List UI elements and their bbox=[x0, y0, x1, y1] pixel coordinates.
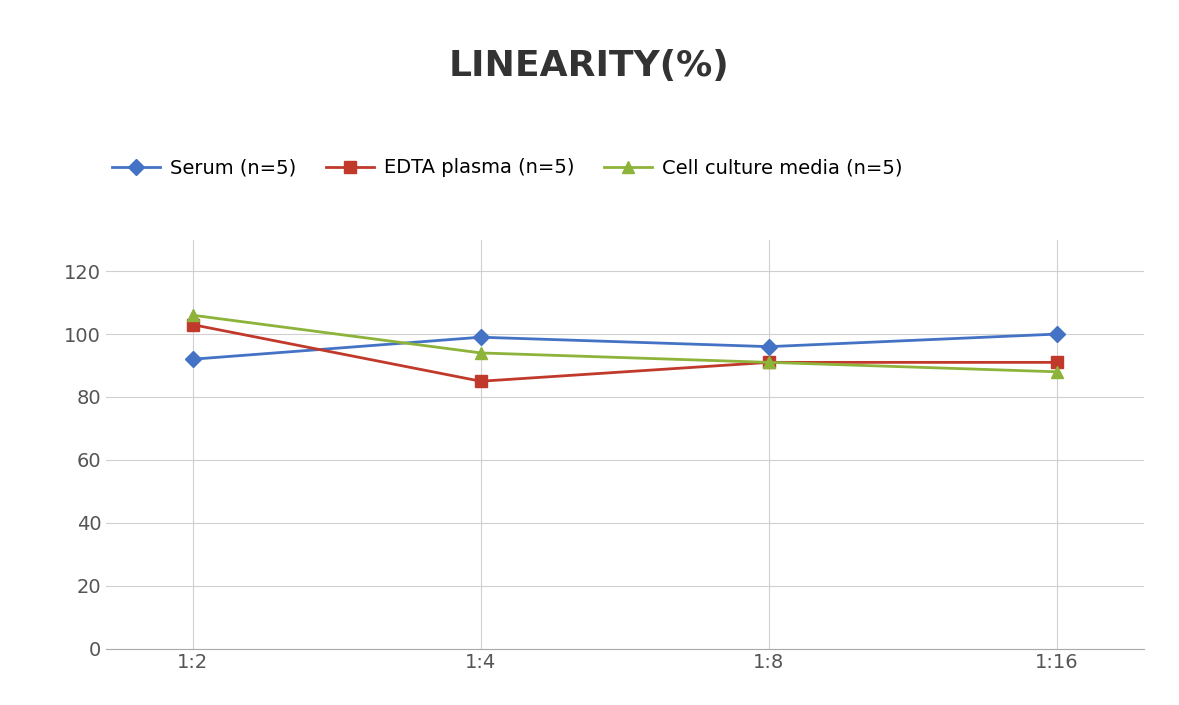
Serum (n=5) bbox=[185, 355, 199, 364]
Serum (n=5) bbox=[1050, 330, 1065, 338]
EDTA plasma (n=5) bbox=[762, 358, 776, 367]
Serum (n=5) bbox=[762, 343, 776, 351]
Text: LINEARITY(%): LINEARITY(%) bbox=[449, 49, 730, 83]
EDTA plasma (n=5) bbox=[474, 377, 488, 386]
Line: EDTA plasma (n=5): EDTA plasma (n=5) bbox=[187, 319, 1062, 387]
Serum (n=5) bbox=[474, 333, 488, 341]
Line: Cell culture media (n=5): Cell culture media (n=5) bbox=[186, 309, 1063, 378]
Cell culture media (n=5) bbox=[1050, 367, 1065, 376]
EDTA plasma (n=5) bbox=[1050, 358, 1065, 367]
Cell culture media (n=5) bbox=[762, 358, 776, 367]
Line: Serum (n=5): Serum (n=5) bbox=[187, 329, 1062, 364]
Cell culture media (n=5) bbox=[185, 311, 199, 319]
EDTA plasma (n=5) bbox=[185, 320, 199, 329]
Legend: Serum (n=5), EDTA plasma (n=5), Cell culture media (n=5): Serum (n=5), EDTA plasma (n=5), Cell cul… bbox=[104, 151, 910, 185]
Cell culture media (n=5) bbox=[474, 349, 488, 357]
